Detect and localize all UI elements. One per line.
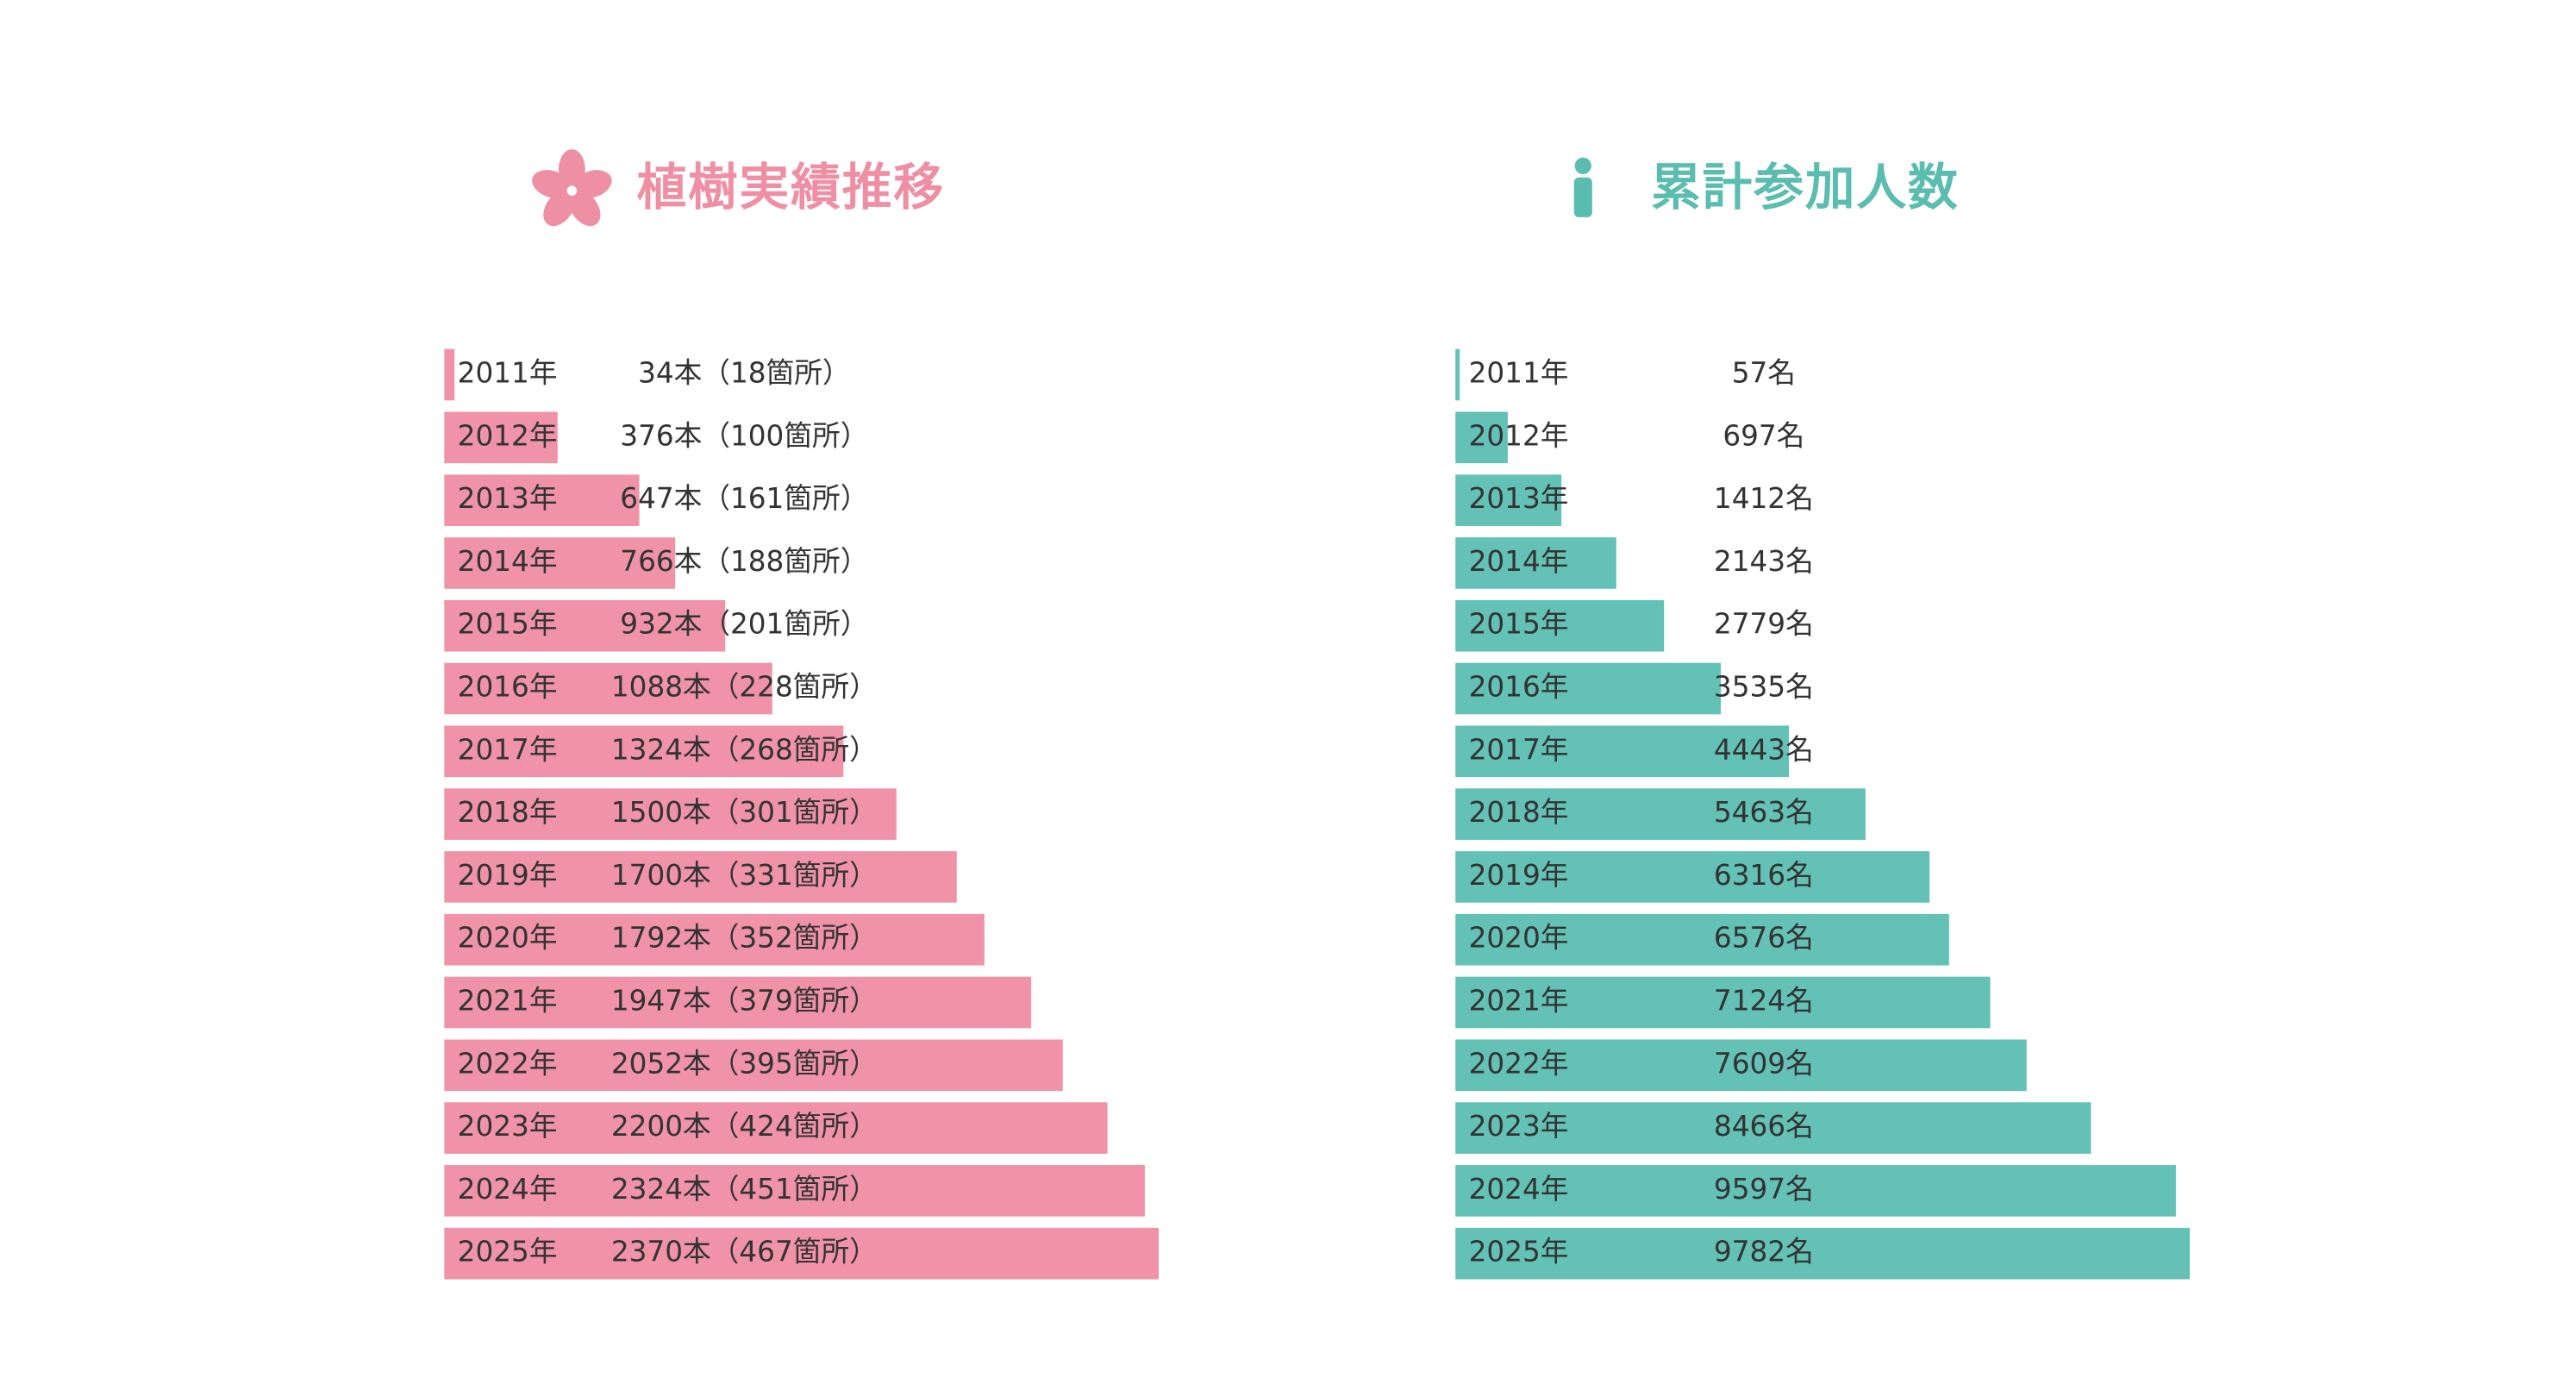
chart-title: 累計参加人数 <box>1651 158 1960 216</box>
bar <box>444 851 957 903</box>
category-label: 2020年 <box>458 922 558 955</box>
category-label: 2018年 <box>1469 796 1569 829</box>
bar <box>1455 913 1949 966</box>
category-label: 2020年 <box>1469 922 1569 955</box>
bar <box>1455 1039 2027 1092</box>
category-label: 2013年 <box>1469 482 1569 515</box>
bar <box>444 913 985 966</box>
category-label: 2024年 <box>458 1173 558 1206</box>
category-label: 2023年 <box>1469 1110 1569 1143</box>
value-label: 2052本（395箇所） <box>611 1047 878 1080</box>
category-label: 2019年 <box>1469 859 1569 892</box>
value-label: 2200本（424箇所） <box>611 1110 878 1143</box>
person-icon <box>1573 157 1592 217</box>
value-label: 697名 <box>1723 419 1804 452</box>
value-label: 2324本（451箇所） <box>611 1173 878 1206</box>
category-label: 2011年 <box>1469 357 1569 390</box>
category-label: 2021年 <box>1469 984 1569 1017</box>
value-label: 34本（18箇所） <box>638 357 851 390</box>
bar <box>444 1227 1160 1280</box>
bar <box>444 976 1032 1029</box>
category-label: 2017年 <box>1469 733 1569 766</box>
bar <box>1455 1102 2091 1154</box>
bar <box>444 1102 1108 1154</box>
category-label: 2021年 <box>458 984 558 1017</box>
category-label: 2012年 <box>458 419 558 452</box>
category-label: 2019年 <box>458 859 558 892</box>
value-label: 1088本（228箇所） <box>611 671 878 704</box>
value-label: 1324本（268箇所） <box>611 733 878 766</box>
bar <box>1455 537 1616 589</box>
category-label: 2025年 <box>458 1236 558 1269</box>
bar <box>444 411 558 464</box>
bar <box>444 1039 1063 1092</box>
value-label: 9782名 <box>1714 1236 1814 1269</box>
value-label: 3535名 <box>1714 671 1814 704</box>
value-label: 2143名 <box>1714 545 1814 578</box>
bar <box>1455 599 1665 652</box>
category-label: 2014年 <box>1469 545 1569 578</box>
value-label: 1412名 <box>1714 482 1814 515</box>
value-label: 4443名 <box>1714 733 1814 766</box>
value-label: 5463名 <box>1714 796 1814 829</box>
bar <box>444 1165 1145 1217</box>
bar <box>444 474 640 526</box>
category-label: 2014年 <box>458 545 558 578</box>
value-label: 2370本（467箇所） <box>611 1236 878 1269</box>
category-label: 2025年 <box>1469 1236 1569 1269</box>
category-label: 2015年 <box>1469 608 1569 641</box>
value-label: 9597名 <box>1714 1173 1814 1206</box>
value-label: 7124名 <box>1714 984 1814 1017</box>
category-label: 2017年 <box>458 733 558 766</box>
sakura-icon <box>532 149 612 227</box>
category-label: 2024年 <box>1469 1173 1569 1206</box>
bar <box>1455 1227 2190 1280</box>
bar <box>1455 1165 2176 1217</box>
value-label: 647本（161箇所） <box>620 482 868 515</box>
chart-title: 植樹実績推移 <box>636 158 945 216</box>
bar <box>444 348 455 401</box>
bar <box>444 599 726 652</box>
bar <box>1455 348 1460 401</box>
bar <box>1455 725 1790 778</box>
category-label: 2022年 <box>1469 1047 1569 1080</box>
category-label: 2013年 <box>458 482 558 515</box>
category-label: 2012年 <box>1469 419 1569 452</box>
value-label: 376本（100箇所） <box>620 419 868 452</box>
category-label: 2016年 <box>1469 671 1569 704</box>
value-label: 7609名 <box>1714 1047 1814 1080</box>
category-label: 2011年 <box>458 357 558 390</box>
bar <box>444 662 772 715</box>
category-label: 2022年 <box>458 1047 558 1080</box>
value-label: 766本（188箇所） <box>620 545 868 578</box>
value-label: 57名 <box>1732 357 1796 390</box>
value-label: 1500本（301箇所） <box>611 796 878 829</box>
value-label: 1700本（331箇所） <box>611 859 878 892</box>
value-label: 1947本（379箇所） <box>611 984 878 1017</box>
category-label: 2018年 <box>458 796 558 829</box>
value-label: 932本（201箇所） <box>620 608 868 641</box>
bar <box>1455 474 1562 526</box>
value-label: 8466名 <box>1714 1110 1814 1143</box>
value-label: 6316名 <box>1714 859 1814 892</box>
value-label: 6576名 <box>1714 922 1814 955</box>
category-label: 2015年 <box>458 608 558 641</box>
category-label: 2016年 <box>458 671 558 704</box>
bar <box>1455 788 1866 840</box>
bar <box>444 788 897 840</box>
bar <box>1455 976 1991 1029</box>
bar <box>1455 411 1508 464</box>
bar <box>444 725 844 778</box>
bar <box>1455 662 1722 715</box>
value-label: 1792本（352箇所） <box>611 922 878 955</box>
category-label: 2023年 <box>458 1110 558 1143</box>
bar <box>444 537 676 589</box>
bar <box>1455 851 1930 903</box>
value-label: 2779名 <box>1714 608 1814 641</box>
